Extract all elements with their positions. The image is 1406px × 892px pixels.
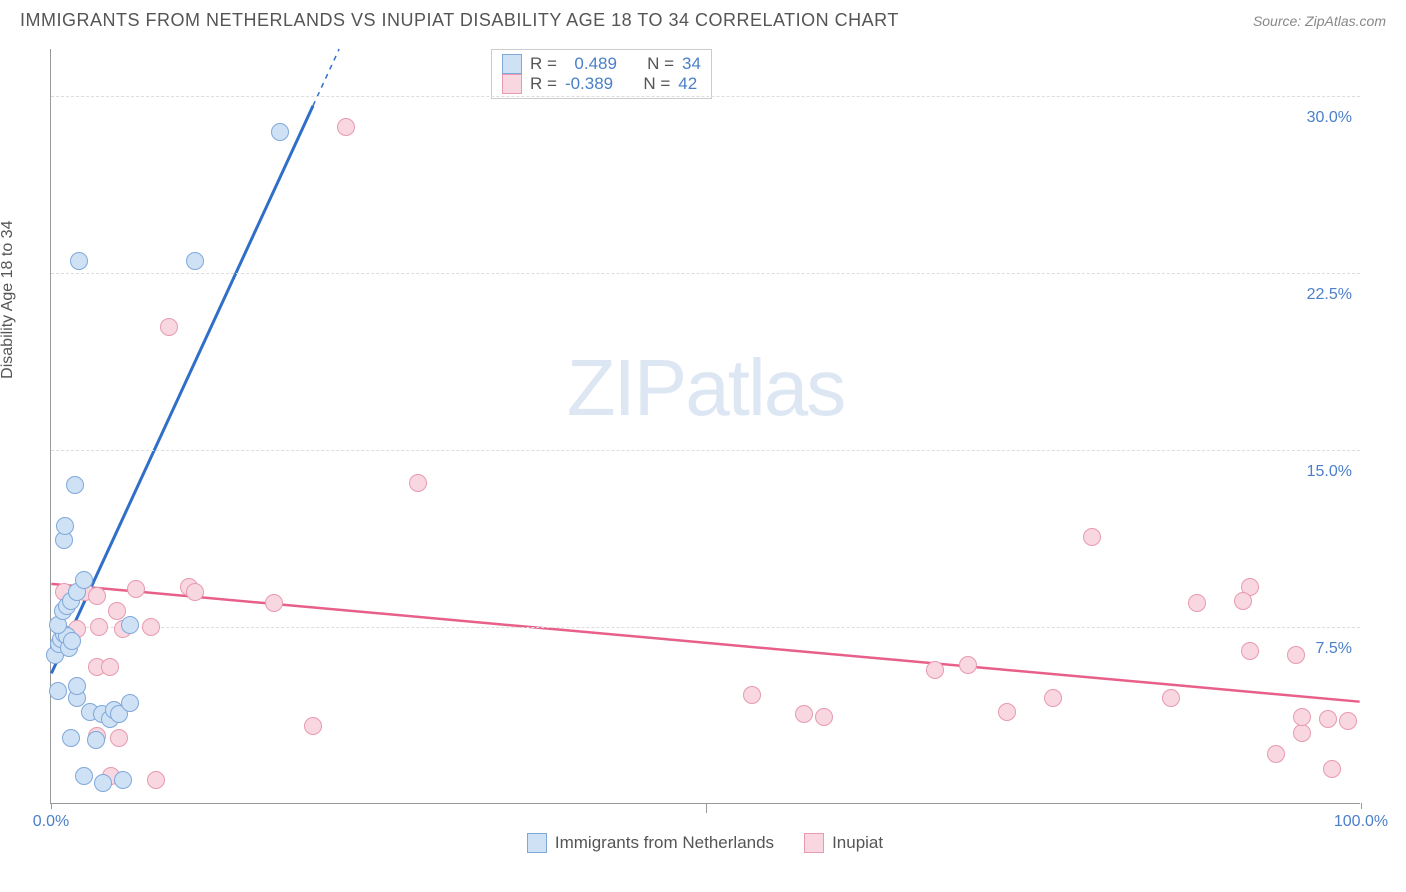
scatter-point (337, 118, 355, 136)
source-label: Source: ZipAtlas.com (1253, 13, 1386, 29)
scatter-point (114, 771, 132, 789)
gridline (51, 450, 1360, 451)
r-value-a: 0.489 (565, 54, 617, 74)
scatter-point (1083, 528, 1101, 546)
x-tick-mark (51, 803, 52, 809)
x-tick-label: 100.0% (1334, 813, 1388, 831)
scatter-point (75, 571, 93, 589)
scatter-point (186, 252, 204, 270)
watermark-atlas: atlas (685, 343, 844, 432)
scatter-point (88, 587, 106, 605)
stats-row-b: R = -0.389 N = 42 (502, 74, 701, 94)
scatter-point (62, 729, 80, 747)
y-tick-label: 15.0% (1307, 463, 1352, 481)
y-axis-label: Disability Age 18 to 34 (0, 221, 17, 379)
header: IMMIGRANTS FROM NETHERLANDS VS INUPIAT D… (0, 0, 1406, 39)
stats-row-a: R = 0.489 N = 34 (502, 54, 701, 74)
scatter-point (68, 677, 86, 695)
scatter-point (998, 703, 1016, 721)
y-tick-label: 7.5% (1316, 640, 1352, 658)
regression-lines (51, 49, 1360, 803)
scatter-point (90, 618, 108, 636)
watermark-zip: ZIP (567, 343, 685, 432)
scatter-point (121, 694, 139, 712)
swatch-a (502, 54, 522, 74)
scatter-point (1293, 708, 1311, 726)
scatter-point (959, 656, 977, 674)
gridline (51, 273, 1360, 274)
scatter-point (75, 767, 93, 785)
swatch-b (502, 74, 522, 94)
legend-item-b: Inupiat (804, 833, 883, 853)
scatter-point (1188, 594, 1206, 612)
gridline (51, 627, 1360, 628)
scatter-point (1234, 592, 1252, 610)
x-tick-label: 0.0% (33, 813, 69, 831)
chart-title: IMMIGRANTS FROM NETHERLANDS VS INUPIAT D… (20, 10, 899, 31)
watermark: ZIPatlas (567, 342, 844, 434)
scatter-point (1339, 712, 1357, 730)
gridline (51, 96, 1360, 97)
scatter-point (66, 476, 84, 494)
scatter-point (142, 618, 160, 636)
scatter-point (70, 252, 88, 270)
scatter-point (743, 686, 761, 704)
n-label-b: N = (643, 74, 670, 94)
swatch-a-icon (527, 833, 547, 853)
scatter-point (160, 318, 178, 336)
scatter-point (94, 774, 112, 792)
n-label-a: N = (647, 54, 674, 74)
scatter-point (101, 658, 119, 676)
scatter-point (127, 580, 145, 598)
legend-label-a: Immigrants from Netherlands (555, 833, 774, 853)
scatter-point (815, 708, 833, 726)
scatter-point (63, 632, 81, 650)
scatter-point (186, 583, 204, 601)
x-tick-mark (1361, 803, 1362, 809)
r-label-b: R = (530, 74, 557, 94)
scatter-point (271, 123, 289, 141)
scatter-point (409, 474, 427, 492)
n-value-a: 34 (682, 54, 701, 74)
chart-container: Disability Age 18 to 34 ZIPatlas R = 0.4… (0, 39, 1406, 859)
scatter-point (265, 594, 283, 612)
scatter-point (87, 731, 105, 749)
r-value-b: -0.389 (565, 74, 613, 94)
scatter-point (56, 517, 74, 535)
scatter-point (147, 771, 165, 789)
scatter-point (304, 717, 322, 735)
r-label-a: R = (530, 54, 557, 74)
n-value-b: 42 (678, 74, 697, 94)
scatter-point (1323, 760, 1341, 778)
scatter-point (795, 705, 813, 723)
plot-area: ZIPatlas R = 0.489 N = 34 R = -0.389 N =… (50, 49, 1360, 804)
scatter-point (1319, 710, 1337, 728)
scatter-point (49, 682, 67, 700)
scatter-point (926, 661, 944, 679)
series-legend: Immigrants from Netherlands Inupiat (50, 833, 1360, 853)
scatter-point (1287, 646, 1305, 664)
swatch-b-icon (804, 833, 824, 853)
scatter-point (1267, 745, 1285, 763)
legend-item-a: Immigrants from Netherlands (527, 833, 774, 853)
scatter-point (1162, 689, 1180, 707)
scatter-point (1044, 689, 1062, 707)
y-tick-label: 30.0% (1307, 109, 1352, 127)
y-tick-label: 22.5% (1307, 286, 1352, 304)
scatter-point (110, 729, 128, 747)
scatter-point (1293, 724, 1311, 742)
scatter-point (1241, 642, 1259, 660)
scatter-point (121, 616, 139, 634)
legend-label-b: Inupiat (832, 833, 883, 853)
stats-legend: R = 0.489 N = 34 R = -0.389 N = 42 (491, 49, 712, 99)
